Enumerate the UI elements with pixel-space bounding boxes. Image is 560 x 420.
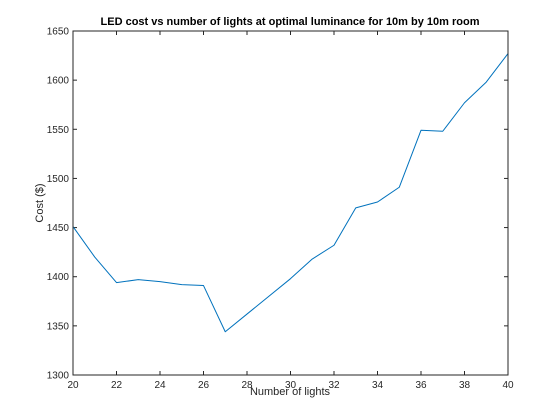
x-tick-label: 34 [372,380,384,391]
x-tick-label: 32 [328,380,340,391]
x-tick-label: 24 [154,380,166,391]
chart-title: LED cost vs number of lights at optimal … [101,16,480,28]
series-line [72,53,509,333]
x-tick-label: 20 [67,380,79,391]
y-tick-label: 1400 [47,272,70,283]
axes-box [72,30,509,376]
y-tick-label: 1600 [47,76,70,87]
x-tick-label: 22 [111,380,123,391]
y-tick-label: 1450 [47,223,70,234]
x-tick-label: 26 [198,380,210,391]
x-tick-label: 38 [459,380,471,391]
y-tick-label: 1500 [47,174,70,185]
y-tick-label: 1350 [47,321,70,332]
x-tick-label: 40 [502,380,514,391]
y-tick-label: 1550 [47,125,70,136]
axis-tick-labels: 20 22 24 26 28 30 32 34 36 38 40 1300 1350 1400 1450 15… [47,27,514,392]
y-tick-label: 1300 [47,371,70,382]
y-axis-label: Cost ($) [34,183,46,222]
plot-area [73,31,508,375]
x-tick-label: 28 [241,380,253,391]
x-tick-label: 30 [285,380,297,391]
y-tick-label: 1650 [47,27,70,38]
x-tick-label: 36 [415,380,427,391]
x-axis-label: Number of lights [250,386,331,398]
